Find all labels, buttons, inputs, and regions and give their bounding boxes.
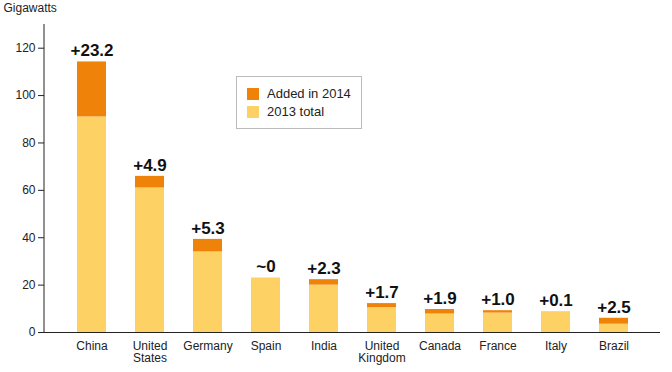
svg-text:China: China <box>76 339 108 353</box>
svg-text:80: 80 <box>22 136 36 150</box>
svg-text:+2.5: +2.5 <box>597 298 631 317</box>
svg-text:+4.9: +4.9 <box>133 156 167 175</box>
svg-text:0: 0 <box>29 325 36 339</box>
svg-text:Spain: Spain <box>251 339 282 353</box>
html-text:Added in 2014: Added in 2014 <box>267 86 351 101</box>
svg-text:100: 100 <box>15 88 35 102</box>
svg-text:20: 20 <box>22 278 36 292</box>
svg-text:Gigawatts: Gigawatts <box>4 1 57 15</box>
svg-text:France: France <box>479 339 517 353</box>
svg-text:40: 40 <box>22 231 36 245</box>
svg-text:+1.7: +1.7 <box>365 283 399 302</box>
svg-text:UnitedKingdom: UnitedKingdom <box>358 339 405 365</box>
svg-text:60: 60 <box>22 183 36 197</box>
svg-text:+0.1: +0.1 <box>539 291 573 310</box>
svg-text:~0: ~0 <box>256 257 275 276</box>
svg-text:+1.0: +1.0 <box>481 290 515 309</box>
svg-text:UnitedStates: UnitedStates <box>133 339 168 365</box>
svg-text:+2.3: +2.3 <box>307 259 341 278</box>
svg-text:120: 120 <box>15 41 35 55</box>
svg-text:Canada: Canada <box>419 339 461 353</box>
html-text:2013 total: 2013 total <box>267 104 325 119</box>
svg-text:+1.9: +1.9 <box>423 289 457 308</box>
svg-text:India: India <box>311 339 337 353</box>
svg-text:Brazil: Brazil <box>599 339 629 353</box>
svg-text:Germany: Germany <box>183 339 232 353</box>
svg-text:+5.3: +5.3 <box>191 219 225 238</box>
svg-text:+23.2: +23.2 <box>70 41 113 60</box>
svg-text:Italy: Italy <box>545 339 567 353</box>
